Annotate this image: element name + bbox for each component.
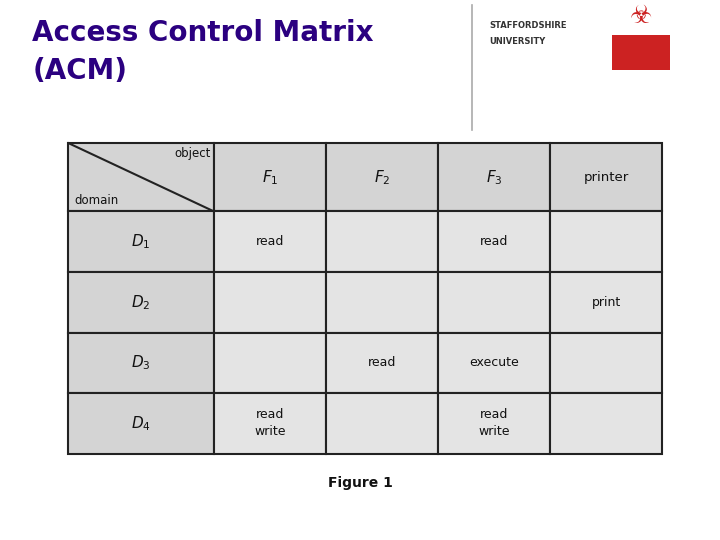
Text: $D_4$: $D_4$ (131, 414, 151, 433)
Bar (68, 333, 214, 393)
Bar (438, 333, 550, 393)
Text: printer: printer (584, 171, 629, 184)
Bar (326, 272, 438, 333)
Bar (68, 272, 214, 333)
Text: Figure 1: Figure 1 (328, 476, 392, 490)
Bar (214, 333, 326, 393)
Text: read
write: read write (479, 408, 510, 438)
Text: read: read (368, 356, 396, 369)
Bar (438, 211, 550, 272)
Bar (214, 211, 326, 272)
Bar (438, 272, 550, 333)
Bar (68, 211, 214, 272)
Bar (438, 393, 550, 454)
Text: $D_3$: $D_3$ (131, 353, 151, 372)
Text: $F_1$: $F_1$ (262, 168, 278, 187)
Bar (326, 393, 438, 454)
Text: read: read (480, 235, 508, 248)
Bar (550, 272, 662, 333)
Text: $F_3$: $F_3$ (486, 168, 503, 187)
Text: ☣: ☣ (629, 4, 652, 28)
Bar (612, 35, 670, 70)
Bar (214, 143, 326, 211)
Bar (214, 272, 326, 333)
Text: $D_2$: $D_2$ (132, 293, 151, 312)
Text: $D_1$: $D_1$ (132, 232, 151, 251)
Bar (68, 143, 214, 211)
Text: (ACM): (ACM) (32, 57, 127, 85)
Text: object: object (174, 147, 210, 160)
Text: Access Control Matrix: Access Control Matrix (32, 19, 374, 47)
Text: read: read (256, 235, 284, 248)
Text: $F_2$: $F_2$ (374, 168, 390, 187)
Bar (68, 393, 214, 454)
Bar (550, 211, 662, 272)
Bar (550, 393, 662, 454)
Bar (550, 143, 662, 211)
Bar (438, 143, 550, 211)
Text: STAFFORDSHIRE: STAFFORDSHIRE (490, 21, 567, 30)
Text: UNIVERSITY: UNIVERSITY (490, 37, 546, 46)
Text: print: print (592, 296, 621, 309)
Bar (550, 333, 662, 393)
Bar (326, 143, 438, 211)
Bar (326, 333, 438, 393)
Bar (214, 393, 326, 454)
Bar (326, 211, 438, 272)
Text: domain: domain (74, 194, 118, 207)
Text: read
write: read write (254, 408, 286, 438)
Text: execute: execute (469, 356, 519, 369)
